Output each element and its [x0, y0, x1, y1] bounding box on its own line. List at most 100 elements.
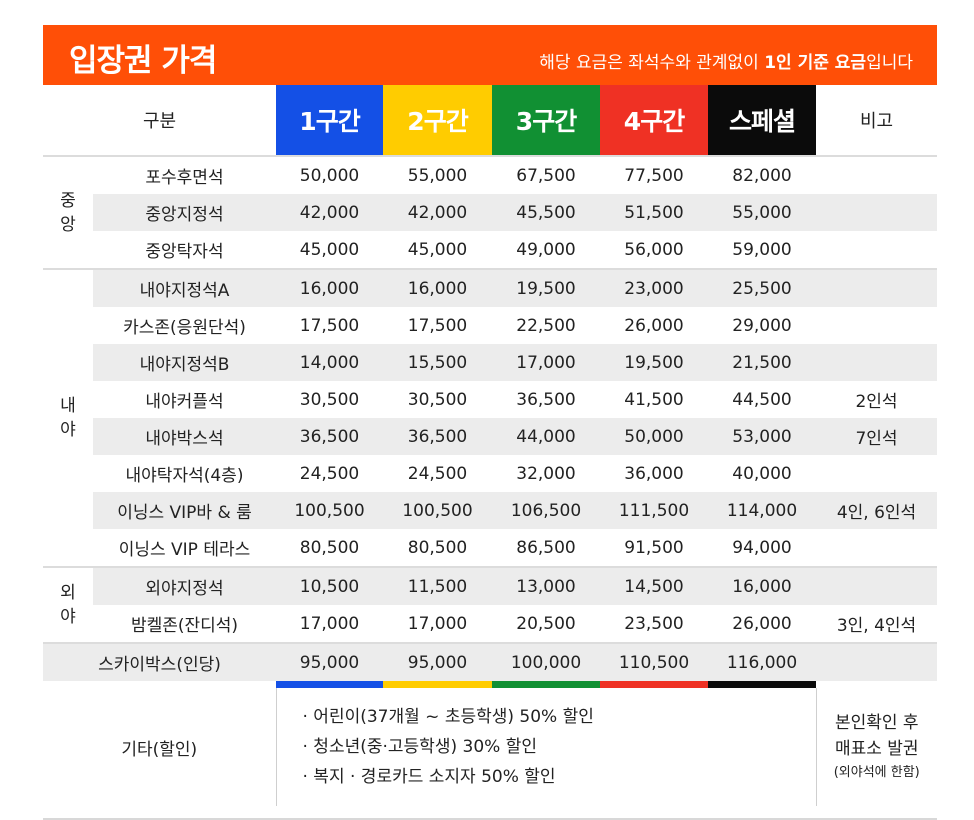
banner-note: 해당 요금은 좌석수와 관계없이 1인 기준 요금입니다	[539, 53, 913, 73]
stripe-zone-3	[492, 681, 600, 688]
price-cell: 67,500	[492, 155, 600, 194]
price-cell: 15,500	[383, 344, 492, 381]
header-remarks: 비고	[859, 111, 894, 132]
group-label-outfield: 외 야	[43, 566, 93, 643]
price-table: 구분 1구간 2구간 3구간 4구간 스페셜 비고 중 앙 포수후면석 50,000…	[43, 85, 937, 806]
remarks-cell: 3인, 4인석	[836, 616, 917, 636]
price-cell: 59,000	[732, 239, 792, 260]
discount-row: 기타(할인) · 어린이(37개월 ~ 초등학생) 50% 할인 · 청소년(중·고…	[43, 688, 937, 806]
discount-item: · 어린이(37개월 ~ 초등학생) 50% 할인	[302, 707, 594, 727]
seat-name: 포수후면석	[93, 155, 276, 194]
seat-name: 내야커플석	[145, 392, 224, 412]
header-zone-special: 스페셜	[708, 85, 816, 156]
seat-name: 중앙탁자석	[145, 242, 224, 262]
table-row: 내 야 내야지정석A 16,000 16,000 19,500 23,000 25,500	[43, 268, 937, 567]
price-cell: 30,500	[299, 389, 360, 410]
zone-color-stripe	[43, 681, 937, 688]
price-cell: 45,000	[407, 239, 468, 260]
price-cell: 110,500	[600, 642, 708, 681]
price-cell: 24,500	[407, 463, 468, 484]
remarks-cell	[816, 455, 937, 492]
stripe-zone-5	[708, 681, 816, 688]
seat-name: 내야지정석A	[93, 268, 276, 307]
remarks-cell: 7인석	[816, 418, 937, 455]
seat-name: 외야지정석	[93, 566, 276, 605]
price-cell: 95,000	[383, 642, 492, 681]
price-cell: 17,500	[407, 315, 468, 336]
table-row: 중앙지정석 42,000 42,000 45,500 51,500 55,000	[43, 194, 937, 231]
price-cell: 25,500	[708, 268, 816, 307]
remarks-cell	[816, 194, 937, 231]
price-cell: 77,500	[600, 155, 708, 194]
seat-name: 스카이박스(인당)	[43, 642, 276, 681]
table-row: 외 야 외야지정석 10,500 11,500 13,000 14,500 16,000	[43, 566, 937, 643]
stripe-zone-1	[276, 681, 383, 688]
price-cell: 80,500	[407, 537, 468, 558]
table-row: 내야박스석 36,500 36,500 44,000 50,000 53,000 7인석	[43, 418, 937, 455]
price-cell: 55,000	[383, 155, 492, 194]
price-cell: 36,500	[516, 389, 576, 410]
price-cell: 30,500	[407, 389, 468, 410]
bottom-divider	[43, 818, 937, 820]
remarks-cell	[816, 268, 937, 307]
price-cell: 100,000	[492, 642, 600, 681]
price-cell: 94,000	[732, 537, 792, 558]
discount-list: · 어린이(37개월 ~ 초등학생) 50% 할인 · 청소년(중·고등학생) 3…	[276, 688, 816, 806]
price-cell: 17,500	[299, 315, 360, 336]
header-row: 구분 1구간 2구간 3구간 4구간 스페셜 비고	[43, 85, 937, 156]
table-row: 스카이박스(인당) 95,000 95,000 100,000 110,500 116,0…	[43, 642, 937, 681]
price-cell: 111,500	[600, 492, 708, 529]
price-cell: 55,000	[708, 194, 816, 231]
price-cell: 22,500	[516, 315, 576, 336]
price-cell: 100,500	[383, 492, 492, 529]
remarks-cell	[816, 155, 937, 194]
header-zone-3: 3구간	[492, 85, 600, 156]
remarks-cell	[816, 566, 937, 605]
table-row: 내야탁자석(4층) 24,500 24,500 32,000 36,000 40,000	[43, 455, 937, 492]
price-cell: 82,000	[708, 155, 816, 194]
price-cell: 100,500	[276, 492, 383, 529]
price-cell: 17,000	[299, 613, 360, 634]
price-cell: 16,000	[276, 268, 383, 307]
price-cell: 19,500	[492, 268, 600, 307]
header-category: 구분	[142, 111, 177, 132]
price-cell: 56,000	[624, 239, 684, 260]
price-cell: 50,000	[600, 418, 708, 455]
seat-name: 중앙지정석	[93, 194, 276, 231]
price-cell: 36,000	[624, 463, 684, 484]
remarks-cell	[816, 231, 937, 269]
group-label-center: 중 앙	[43, 155, 93, 269]
price-cell: 23,500	[624, 613, 684, 634]
price-cell: 26,000	[624, 315, 684, 336]
seat-name: 밤켈존(잔디석)	[130, 616, 239, 636]
price-cell: 14,500	[600, 566, 708, 605]
price-cell: 41,500	[624, 389, 684, 410]
table-row: 카스존(응원단석) 17,500 17,500 22,500 26,000 29,000	[43, 307, 937, 344]
price-cell: 13,000	[492, 566, 600, 605]
price-cell: 42,000	[383, 194, 492, 231]
price-cell: 36,500	[383, 418, 492, 455]
price-cell: 114,000	[708, 492, 816, 529]
price-cell: 14,000	[276, 344, 383, 381]
price-cell: 17,000	[492, 344, 600, 381]
price-cell: 44,500	[732, 389, 792, 410]
price-cell: 95,000	[276, 642, 383, 681]
price-cell: 11,500	[383, 566, 492, 605]
price-cell: 32,000	[516, 463, 576, 484]
header-zone-4: 4구간	[600, 85, 708, 156]
header-zone-2: 2구간	[383, 85, 492, 156]
price-cell: 80,500	[299, 537, 360, 558]
remarks-cell	[816, 642, 937, 681]
price-cell: 51,500	[600, 194, 708, 231]
table-row: 중 앙 포수후면석 50,000 55,000 67,500 77,500 82,000	[43, 155, 937, 269]
stripe-spacer	[816, 681, 937, 688]
price-cell: 24,500	[299, 463, 360, 484]
price-cell: 116,000	[708, 642, 816, 681]
group-label-infield: 내 야	[43, 268, 93, 567]
price-cell: 21,500	[708, 344, 816, 381]
discount-item: · 복지 · 경로카드 소지자 50% 할인	[302, 767, 556, 787]
price-cell: 86,500	[516, 537, 576, 558]
table-row: 중앙탁자석 45,000 45,000 49,000 56,000 59,000	[43, 231, 937, 269]
remarks-cell: 4인, 6인석	[816, 492, 937, 529]
price-cell: 50,000	[276, 155, 383, 194]
